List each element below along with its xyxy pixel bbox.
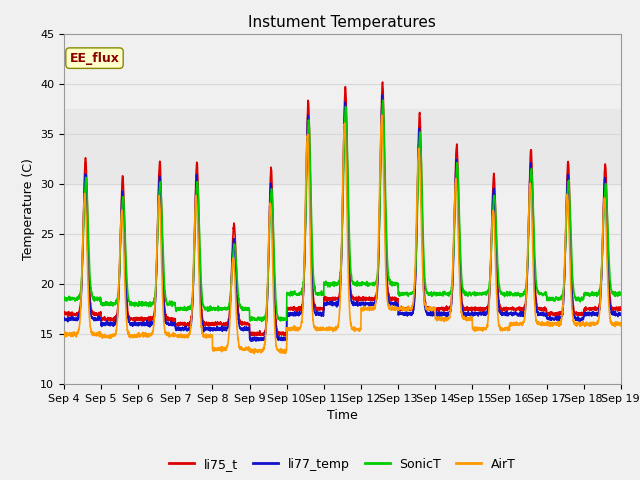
SonicT — [60, 294, 68, 300]
li75_t — [124, 306, 131, 312]
SonicT — [606, 278, 614, 284]
li77_temp — [157, 188, 164, 193]
li75_t — [274, 329, 282, 335]
li77_temp — [298, 307, 306, 312]
li75_t — [298, 304, 306, 310]
li77_temp — [617, 311, 625, 316]
li77_temp — [547, 317, 554, 323]
li75_t — [547, 311, 554, 316]
Line: SonicT: SonicT — [64, 100, 621, 322]
AirT — [547, 324, 554, 329]
AirT — [250, 351, 258, 357]
AirT — [378, 112, 386, 118]
Line: AirT: AirT — [64, 115, 621, 354]
SonicT — [157, 180, 164, 185]
Text: EE_flux: EE_flux — [70, 52, 120, 65]
Bar — [64, 108, 621, 184]
SonicT — [547, 295, 554, 301]
li77_temp — [124, 312, 131, 318]
Line: li77_temp: li77_temp — [64, 96, 621, 341]
AirT — [274, 347, 282, 353]
SonicT — [379, 97, 387, 103]
li77_temp — [379, 93, 387, 98]
Title: Instument Temperatures: Instument Temperatures — [248, 15, 436, 30]
AirT — [60, 330, 68, 336]
li77_temp — [60, 314, 68, 320]
Y-axis label: Temperature (C): Temperature (C) — [22, 158, 35, 260]
SonicT — [298, 289, 306, 295]
SonicT — [124, 287, 131, 292]
li75_t — [60, 309, 68, 315]
AirT — [617, 321, 625, 326]
SonicT — [258, 319, 266, 324]
li75_t — [283, 333, 291, 339]
li77_temp — [274, 333, 282, 339]
Legend: li75_t, li77_temp, SonicT, AirT: li75_t, li77_temp, SonicT, AirT — [164, 453, 521, 476]
li77_temp — [248, 338, 255, 344]
li75_t — [157, 169, 164, 175]
Line: li75_t: li75_t — [64, 82, 621, 336]
X-axis label: Time: Time — [327, 409, 358, 422]
AirT — [606, 315, 614, 321]
SonicT — [274, 314, 282, 320]
li75_t — [379, 79, 387, 85]
SonicT — [617, 290, 625, 296]
AirT — [124, 327, 131, 333]
AirT — [157, 221, 164, 227]
li77_temp — [606, 304, 614, 310]
AirT — [298, 320, 306, 326]
li75_t — [606, 295, 614, 301]
li75_t — [617, 306, 625, 312]
